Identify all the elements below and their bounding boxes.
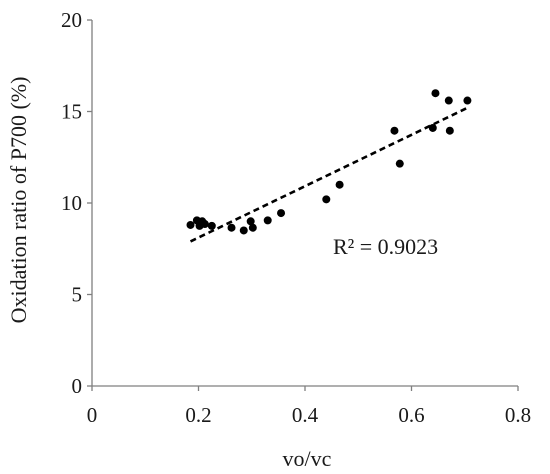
- y-tick-label: 10: [61, 191, 82, 215]
- data-point: [322, 195, 331, 204]
- y-tick-label: 5: [72, 283, 83, 307]
- trendline: [189, 106, 468, 243]
- data-point: [390, 126, 399, 135]
- data-point: [277, 209, 286, 218]
- data-point: [431, 89, 440, 98]
- x-tick-label: 0: [87, 403, 98, 427]
- data-point: [239, 226, 248, 235]
- y-tick-label: 0: [72, 374, 83, 398]
- axes: [87, 19, 519, 391]
- y-axis-title: Oxidation ratio of P700 (%): [6, 77, 31, 324]
- x-tick-label: 0.4: [292, 403, 319, 427]
- x-tick-label: 0.2: [185, 403, 211, 427]
- trendline-layer: [189, 106, 468, 243]
- data-point: [463, 96, 472, 105]
- data-point: [227, 223, 236, 232]
- data-point: [207, 221, 216, 230]
- y-tick-label: 20: [61, 8, 82, 32]
- data-point: [248, 223, 257, 232]
- data-point: [186, 220, 195, 229]
- data-point: [444, 96, 453, 105]
- x-axis-title: vo/vc: [283, 446, 332, 471]
- data-point: [200, 220, 209, 229]
- data-point: [263, 216, 272, 225]
- x-tick-label: 0.6: [398, 403, 424, 427]
- data-point: [395, 159, 404, 168]
- data-points: [186, 89, 472, 235]
- data-point: [428, 123, 437, 132]
- r-squared-annotation: R² = 0.9023: [333, 234, 438, 259]
- y-tick-label: 15: [61, 100, 82, 124]
- data-point: [335, 180, 344, 189]
- x-tick-label: 0.8: [505, 403, 531, 427]
- tick-labels: 0 0.2 0.4 0.6 0.8 0 5 10 15 20: [61, 8, 531, 427]
- data-point: [445, 126, 454, 135]
- data-point: [246, 217, 255, 226]
